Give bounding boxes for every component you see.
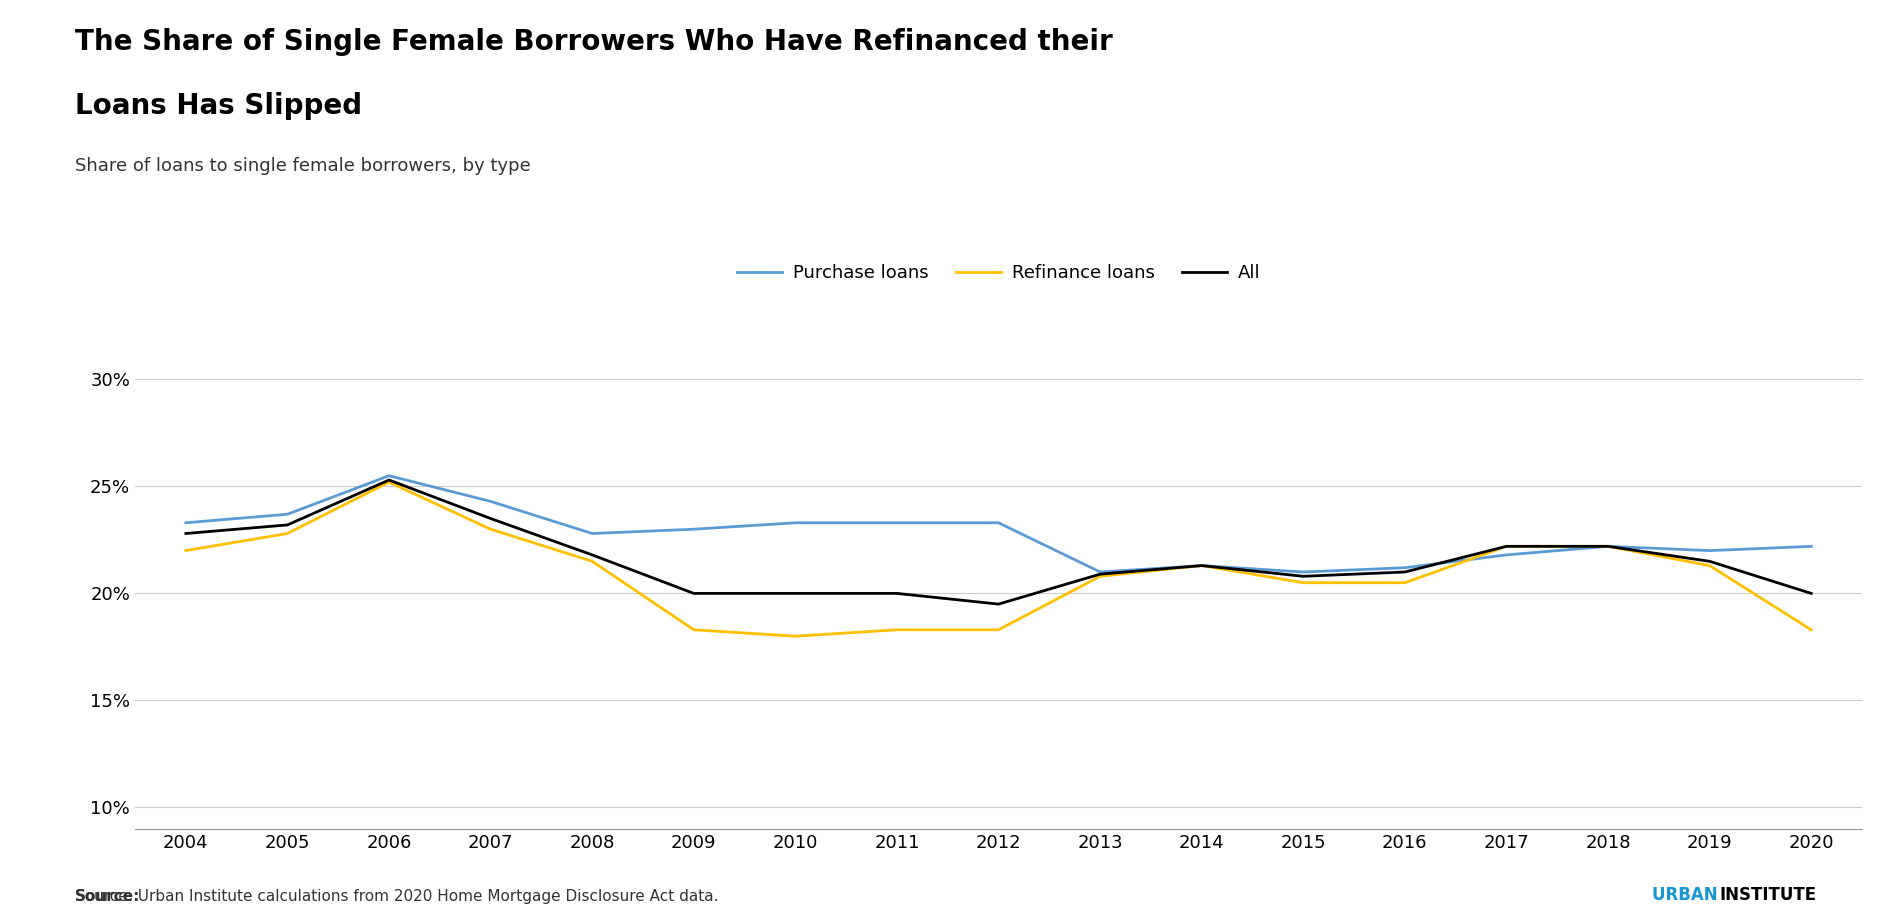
Text: URBAN: URBAN: [1652, 885, 1723, 904]
Text: Source:: Source:: [75, 889, 141, 904]
Legend: Purchase loans, Refinance loans, All: Purchase loans, Refinance loans, All: [730, 257, 1267, 290]
Text: Share of loans to single female borrowers, by type: Share of loans to single female borrower…: [75, 157, 531, 175]
Text: Source: Urban Institute calculations from 2020 Home Mortgage Disclosure Act data: Source: Urban Institute calculations fro…: [75, 889, 719, 904]
Text: Loans Has Slipped: Loans Has Slipped: [75, 92, 362, 120]
Text: INSTITUTE: INSTITUTE: [1719, 885, 1817, 904]
Text: The Share of Single Female Borrowers Who Have Refinanced their: The Share of Single Female Borrowers Who…: [75, 28, 1113, 55]
